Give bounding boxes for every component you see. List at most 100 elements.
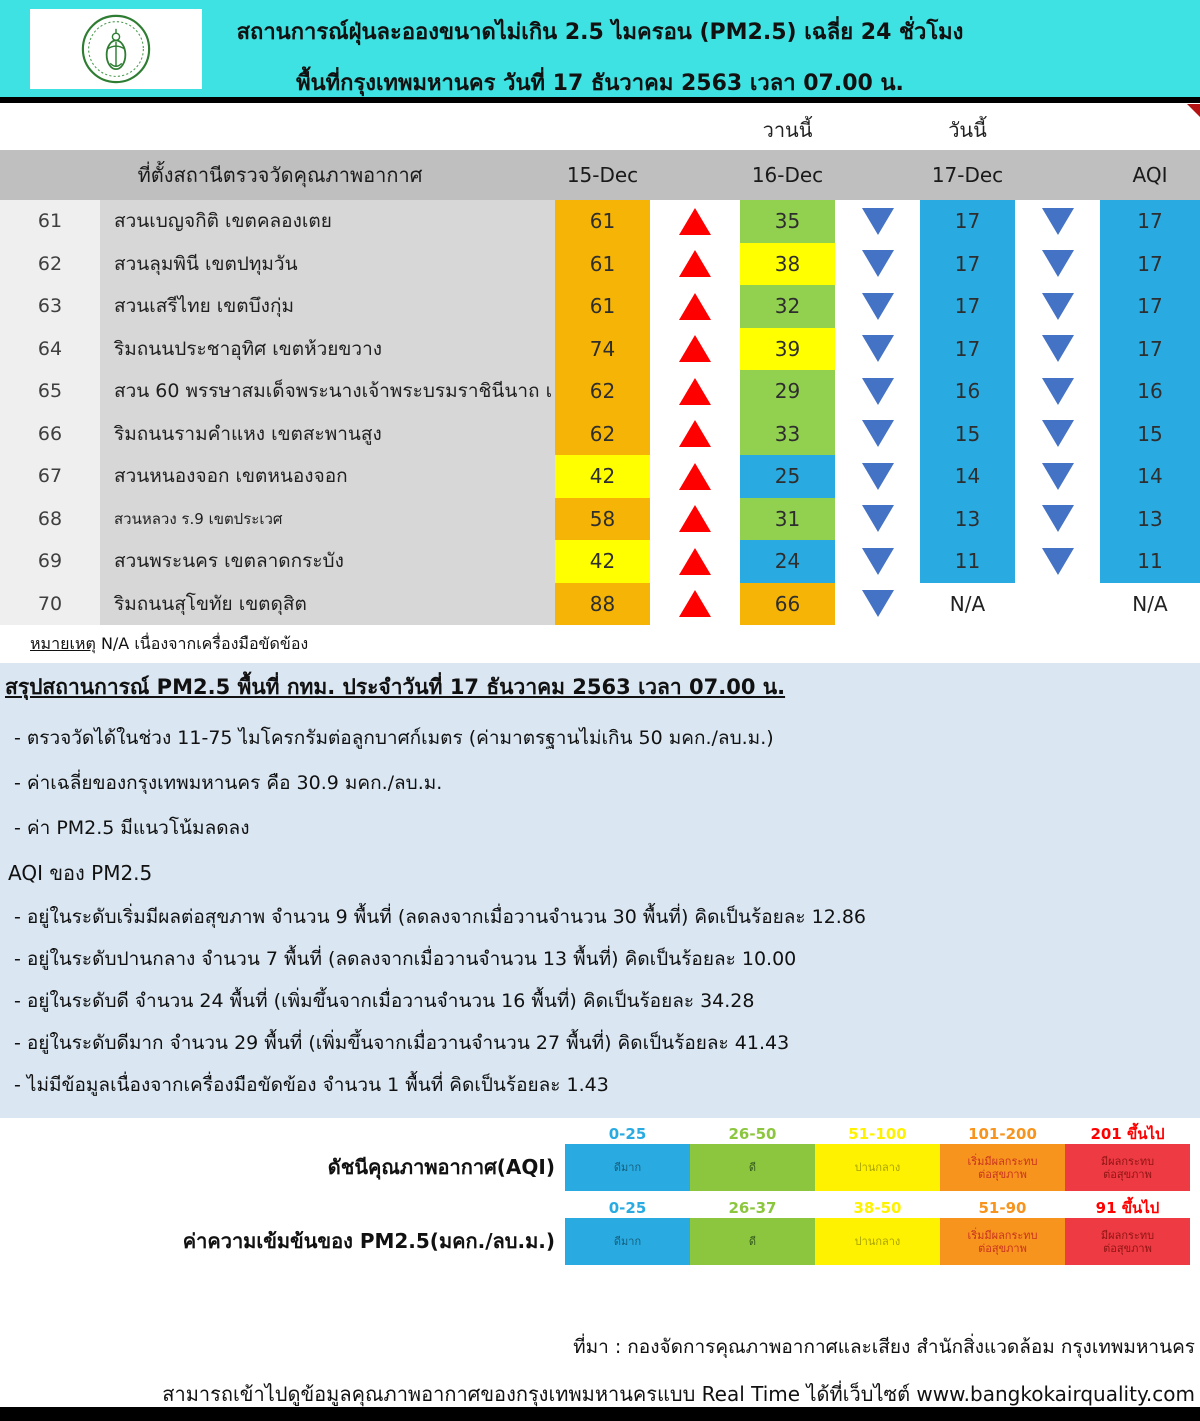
value-cell-17dec: 13	[920, 497, 1015, 540]
aqi-value-cell: 17	[1100, 200, 1200, 243]
column-header-station: ที่ตั้งสถานีตรวจวัดคุณภาพอากาศ	[137, 163, 423, 187]
station-id: 64	[0, 327, 100, 370]
column-header-aqi: AQI	[1132, 163, 1168, 187]
value-cell-15dec: 62	[555, 412, 650, 455]
aqi-category-cell: เริ่มมีผลกระทบ ต่อสุขภาพ	[940, 1144, 1065, 1191]
aqi-range-label: 0-25	[608, 1125, 647, 1143]
trend-cell	[650, 413, 740, 456]
station-name: สวนเบญจกิติ เขตคลองเตย	[100, 200, 555, 243]
column-header-15dec: 15-Dec	[566, 163, 639, 187]
pm25-category-cell: ดีมาก	[565, 1218, 690, 1265]
aqi-value-cell: 11	[1100, 540, 1200, 583]
table-header-row: ที่ตั้งสถานีตรวจวัดคุณภาพอากาศ 15-Dec 16…	[0, 150, 1200, 200]
pm25-range-label: 38-50	[853, 1199, 902, 1217]
trend-cell	[835, 498, 920, 541]
station-id: 69	[0, 540, 100, 583]
report-header: สถานการณ์ฝุ่นละอองขนาดไม่เกิน 2.5 ไมครอน…	[0, 0, 1200, 97]
trend-down-icon	[861, 377, 894, 405]
trend-cell	[835, 583, 920, 626]
value-cell-16dec: 38	[740, 242, 835, 285]
table-note: หมายเหตุ N/A เนื่องจากเครื่องมือขัดข้อง	[30, 632, 308, 657]
aqi-scale-cells: ดีมาก ดี ปานกลาง เริ่มมีผลกระทบ ต่อสุขภาพ มีผ…	[565, 1144, 1190, 1191]
value-cell-17dec: N/A	[920, 582, 1015, 625]
pm25-category-cell: มีผลกระทบ ต่อสุขภาพ	[1065, 1218, 1190, 1265]
aqi-range-label: 201 ขึ้นไป	[1090, 1125, 1165, 1143]
trend-down-icon	[1041, 420, 1074, 448]
trend-cell	[1015, 413, 1100, 456]
footer-source-text: ที่มา : กองจัดการคุณภาพอากาศและเสียง สำน…	[573, 1336, 1195, 1358]
value-cell-15dec: 42	[555, 540, 650, 583]
trend-down-icon	[861, 250, 894, 278]
aqi-value-cell: 17	[1100, 327, 1200, 370]
station-name: สวน 60 พรรษาสมเด็จพระนางเจ้าพระบรมราชินี…	[100, 370, 555, 413]
header-divider	[0, 97, 1200, 103]
trend-cell	[650, 498, 740, 541]
aqi-value-cell: N/A	[1100, 582, 1200, 625]
trend-cell	[650, 540, 740, 583]
aqi-range-label: 51-100	[848, 1125, 907, 1143]
red-corner-marker-icon	[1187, 104, 1200, 117]
summary-section: สรุปสถานการณ์ PM2.5 พื้นที่ กทม. ประจำวั…	[0, 663, 1200, 1118]
pm25-category-cell: เริ่มมีผลกระทบ ต่อสุขภาพ	[940, 1218, 1065, 1265]
station-id: 68	[0, 497, 100, 540]
aqi-bullet: - อยู่ในระดับเริ่มมีผลต่อสุขภาพ จำนวน 9 …	[14, 906, 867, 928]
station-name: สวนพระนคร เขตลาดกระบัง	[100, 540, 555, 583]
trend-down-icon	[861, 505, 894, 533]
trend-cell	[1015, 583, 1100, 626]
pm25-range-label: 0-25	[608, 1199, 647, 1217]
value-cell-16dec: 35	[740, 200, 835, 243]
trend-down-icon	[861, 207, 894, 235]
trend-cell	[650, 285, 740, 328]
bma-logo	[30, 9, 202, 89]
pm25-scale-ranges: 0-25 26-37 38-50 51-90 91 ขึ้นไป	[565, 1198, 1190, 1218]
station-id: 62	[0, 242, 100, 285]
value-cell-16dec: 25	[740, 455, 835, 498]
value-cell-16dec: 66	[740, 582, 835, 625]
group-header-today: วันนี้	[948, 118, 987, 142]
value-cell-17dec: 17	[920, 242, 1015, 285]
pm25-category-cell: ปานกลาง	[815, 1218, 940, 1265]
trend-cell	[1015, 285, 1100, 328]
report-titles: สถานการณ์ฝุ่นละอองขนาดไม่เกิน 2.5 ไมครอน…	[0, 0, 1200, 97]
station-name: ริมถนนรามคำแหง เขตสะพานสูง	[100, 412, 555, 455]
trend-up-icon	[679, 505, 711, 533]
aqi-category-cell: มีผลกระทบ ต่อสุขภาพ	[1065, 1144, 1190, 1191]
group-header-band: วานนี้ วันนี้	[0, 103, 1200, 150]
station-name: สวนเสรีไทย เขตบึงกุ่ม	[100, 285, 555, 328]
report-title-line1: สถานการณ์ฝุ่นละอองขนาดไม่เกิน 2.5 ไมครอน…	[236, 20, 964, 45]
aqi-bullet: - อยู่ในระดับปานกลาง จำนวน 7 พื้นที่ (ลด…	[14, 948, 797, 970]
value-cell-16dec: 33	[740, 412, 835, 455]
trend-down-icon	[861, 292, 894, 320]
value-cell-15dec: 74	[555, 327, 650, 370]
pm25-scale-legend: ค่าความเข้มข้นของ PM2.5(มคก./ลบ.ม.) 0-25…	[0, 1198, 1200, 1265]
aqi-range-label: 26-50	[728, 1125, 777, 1143]
aqi-bullet-list: - อยู่ในระดับเริ่มมีผลต่อสุขภาพ จำนวน 9 …	[14, 896, 1194, 1106]
trend-cell	[1015, 540, 1100, 583]
trend-down-icon	[861, 547, 894, 575]
trend-cell	[1015, 243, 1100, 286]
trend-cell	[835, 455, 920, 498]
aqi-value-cell: 17	[1100, 242, 1200, 285]
station-name: ริมถนนสุโขทัย เขตดุสิต	[100, 582, 555, 625]
station-id: 66	[0, 412, 100, 455]
trend-cell	[650, 243, 740, 286]
station-id: 67	[0, 455, 100, 498]
trend-cell	[650, 200, 740, 243]
pm25-category-cell: ดี	[690, 1218, 815, 1265]
footer-realtime-text: สามารถเข้าไปดูข้อมูลคุณภาพอากาศของกรุงเท…	[162, 1382, 1195, 1406]
summary-bullet: - ตรวจวัดได้ในช่วง 11-75 ไมโครกรัมต่อลูก…	[14, 726, 774, 749]
aqi-scale-ranges: 0-25 26-50 51-100 101-200 201 ขึ้นไป	[565, 1124, 1190, 1144]
value-cell-16dec: 31	[740, 497, 835, 540]
station-name: ริมถนนประชาอุทิศ เขตห้วยขวาง	[100, 327, 555, 370]
summary-bullet: - ค่า PM2.5 มีแนวโน้มลดลง	[14, 816, 250, 839]
value-cell-17dec: 11	[920, 540, 1015, 583]
station-id: 65	[0, 370, 100, 413]
trend-cell	[835, 285, 920, 328]
value-cell-17dec: 14	[920, 455, 1015, 498]
trend-cell	[1015, 370, 1100, 413]
trend-down-icon	[1041, 335, 1074, 363]
value-cell-16dec: 39	[740, 327, 835, 370]
trend-down-icon	[861, 462, 894, 490]
trend-down-icon	[861, 590, 894, 618]
group-header-yesterday: วานนี้	[762, 118, 813, 142]
